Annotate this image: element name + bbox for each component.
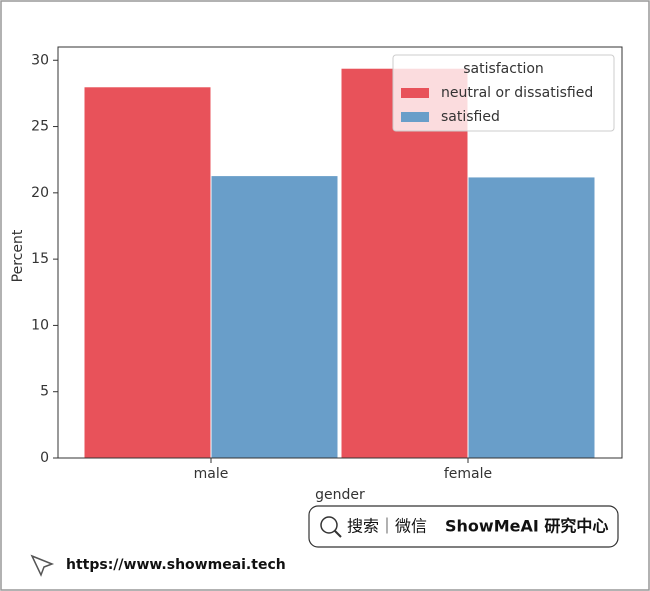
bar — [340, 67, 469, 459]
cursor-icon — [30, 554, 55, 577]
bar — [210, 175, 339, 459]
legend-title: satisfaction — [463, 61, 544, 77]
y-tick-label: 30 — [31, 52, 49, 68]
x-tick-label: male — [194, 466, 229, 482]
x-tick-label: female — [444, 466, 492, 482]
x-axis-label: gender — [315, 487, 365, 503]
y-tick-label: 5 — [40, 384, 49, 400]
legend-box — [392, 54, 615, 132]
watermark-box — [308, 505, 619, 548]
y-tick-label: 15 — [31, 251, 49, 267]
y-tick-label: 20 — [31, 185, 49, 201]
legend-label: satisfied — [441, 109, 500, 125]
bar — [467, 176, 596, 459]
y-tick-label: 25 — [31, 119, 49, 135]
y-tick-label: 0 — [40, 450, 49, 466]
watermark: 搜索｜微信 ShowMeAI 研究中心 https://www.showmeai… — [30, 505, 619, 577]
axes-frame — [57, 46, 623, 459]
legend-label: neutral or dissatisfied — [441, 85, 593, 101]
y-axis-label: Percent — [10, 229, 26, 282]
watermark-brand: ShowMeAI 研究中心 — [445, 517, 608, 536]
bar — [83, 86, 212, 459]
search-icon — [334, 530, 342, 538]
watermark-search: 搜索｜微信 — [347, 517, 427, 536]
legend-swatch — [401, 88, 429, 98]
watermark-url: https://www.showmeai.tech — [66, 557, 286, 573]
search-icon — [320, 516, 338, 534]
y-tick-label: 10 — [31, 317, 49, 333]
legend-swatch — [401, 112, 429, 122]
